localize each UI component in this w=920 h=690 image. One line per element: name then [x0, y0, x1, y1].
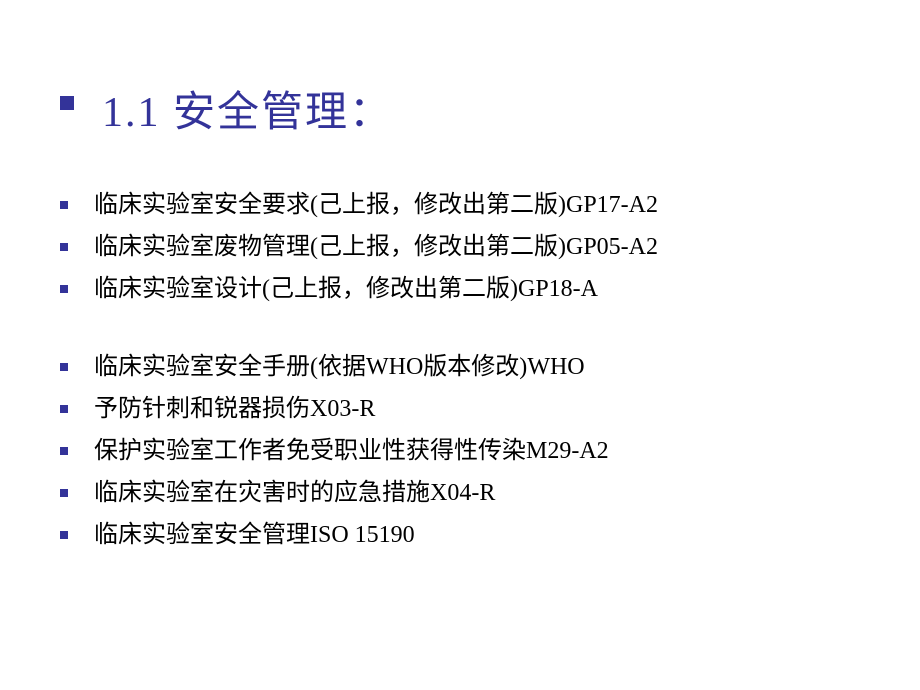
square-bullet-icon — [60, 405, 68, 413]
list-item: 临床实验室安全手册(依据WHO版本修改) WHO — [60, 349, 860, 385]
list-item: 临床实验室在灾害时的应急措施 X04-R — [60, 475, 860, 511]
item-code: X04-R — [430, 475, 495, 511]
list-text: 临床实验室安全要求(己上报，修改出第二版) GP17-A2 — [94, 187, 860, 223]
square-bullet-icon — [60, 489, 68, 497]
list-text: 保护实验室工作者免受职业性获得性传染 M29-A2 — [94, 433, 860, 469]
slide-title: 1.1 安全管理： — [102, 78, 393, 139]
item-label: 临床实验室设计(己上报，修改出第二版) — [94, 271, 518, 307]
list-text: 临床实验室废物管理(己上报，修改出第二版) GP05-A2 — [94, 229, 860, 265]
group-spacer — [60, 313, 860, 349]
list-text: 临床实验室安全手册(依据WHO版本修改) WHO — [94, 349, 860, 385]
square-bullet-icon — [60, 363, 68, 371]
item-label: 临床实验室安全要求(己上报，修改出第二版) — [94, 187, 566, 223]
slide: 1.1 安全管理： 临床实验室安全要求(己上报，修改出第二版) GP17-A2 … — [0, 0, 920, 619]
bullet-list: 临床实验室安全要求(己上报，修改出第二版) GP17-A2 临床实验室废物管理(… — [60, 187, 860, 553]
item-code: M29-A2 — [526, 433, 609, 469]
list-text: 临床实验室在灾害时的应急措施 X04-R — [94, 475, 860, 511]
list-text: 临床实验室安全管理 ISO 15190 — [94, 517, 860, 553]
title-row: 1.1 安全管理： — [60, 78, 860, 139]
item-code: ISO 15190 — [310, 517, 415, 553]
item-label: 予防针刺和锐器损伤 — [94, 391, 310, 427]
list-text: 临床实验室设计(己上报，修改出第二版) GP18-A — [94, 271, 860, 307]
item-code: GP17-A2 — [566, 187, 658, 223]
item-code: GP05-A2 — [566, 229, 658, 265]
item-label: 临床实验室安全管理 — [94, 517, 310, 553]
item-label: 临床实验室废物管理(己上报，修改出第二版) — [94, 229, 566, 265]
list-text: 予防针刺和锐器损伤 X03-R — [94, 391, 860, 427]
item-label: 临床实验室安全手册(依据WHO版本修改) — [94, 349, 527, 385]
item-label: 临床实验室在灾害时的应急措施 — [94, 475, 430, 511]
list-item: 予防针刺和锐器损伤 X03-R — [60, 391, 860, 427]
list-item: 临床实验室安全要求(己上报，修改出第二版) GP17-A2 — [60, 187, 860, 223]
list-item: 保护实验室工作者免受职业性获得性传染 M29-A2 — [60, 433, 860, 469]
item-code: X03-R — [310, 391, 375, 427]
item-label: 保护实验室工作者免受职业性获得性传染 — [94, 433, 526, 469]
square-bullet-icon — [60, 201, 68, 209]
square-bullet-icon — [60, 243, 68, 251]
list-item: 临床实验室废物管理(己上报，修改出第二版) GP05-A2 — [60, 229, 860, 265]
item-code: GP18-A — [518, 271, 598, 307]
square-bullet-icon — [60, 447, 68, 455]
list-item: 临床实验室安全管理 ISO 15190 — [60, 517, 860, 553]
title-bullet-icon — [60, 96, 74, 110]
item-code: WHO — [527, 349, 584, 385]
square-bullet-icon — [60, 531, 68, 539]
square-bullet-icon — [60, 285, 68, 293]
list-item: 临床实验室设计(己上报，修改出第二版) GP18-A — [60, 271, 860, 307]
